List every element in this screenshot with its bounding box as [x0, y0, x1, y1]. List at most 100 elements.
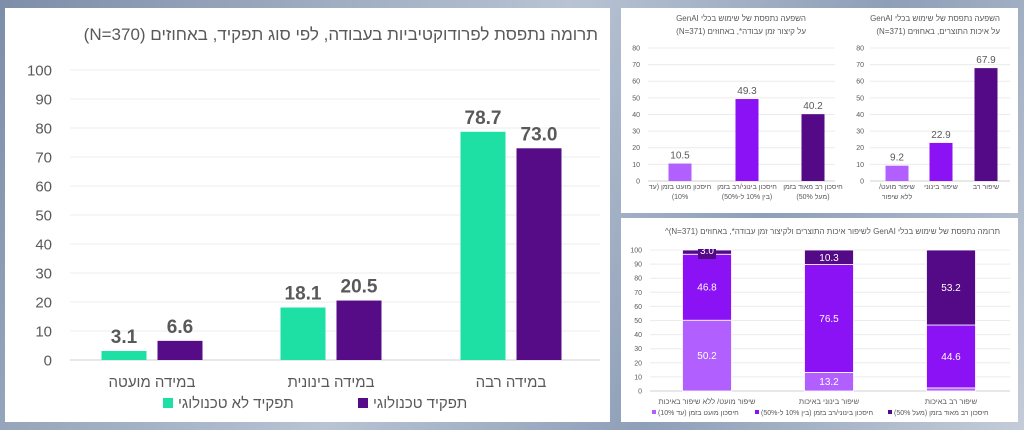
y-tick-label: 80 [632, 45, 640, 52]
bar-tech [516, 148, 562, 360]
y-tick-label: 80 [856, 45, 864, 52]
stacked-segment [804, 264, 854, 373]
y-tick-label: 0 [636, 178, 640, 185]
y-tick-label: 30 [856, 129, 864, 136]
y-tick-label: 50 [634, 318, 642, 325]
data-label: 10.3 [819, 253, 839, 264]
y-tick-label: 100 [630, 247, 642, 254]
bar [801, 114, 825, 181]
category-label: שיפור מועט/ ללא שיפור באיכות [658, 397, 756, 406]
bar-non-tech [460, 131, 506, 360]
y-tick-label: 50 [856, 95, 864, 102]
legend-label: חיסכון מועט בזמן (עד 10%) [658, 410, 739, 417]
legend-label: חיסכון רב מאוד בזמן (מעל 50%) [894, 409, 989, 417]
chart-title: השפעה נתפסת של שימוש בכלי GenAI [676, 14, 806, 23]
data-label: 76.5 [819, 314, 839, 325]
category-label: חיסכון מועט בזמן (עד [649, 184, 712, 191]
y-tick-label: 60 [856, 79, 864, 86]
category-label: במידה בינונית [287, 374, 374, 391]
y-tick-label: 0 [44, 352, 52, 369]
y-tick-label: 0 [638, 388, 642, 395]
stacked-segment [682, 319, 732, 392]
stacked-segment [926, 324, 976, 389]
y-tick-label: 50 [632, 95, 640, 102]
legend-swatch [358, 398, 368, 408]
y-tick-label: 60 [632, 79, 640, 86]
data-label: 9.2 [890, 153, 904, 164]
data-label: 10.5 [670, 151, 690, 162]
data-label: 22.9 [931, 130, 951, 141]
category-label: ללא שיפור [882, 193, 913, 201]
y-tick-label: 90 [35, 91, 52, 108]
data-label: 18.1 [285, 284, 322, 305]
y-tick-label: 70 [632, 62, 640, 69]
legend-swatch [163, 398, 173, 408]
y-tick-label: 40 [856, 112, 864, 119]
legend-swatch [652, 410, 656, 414]
chart-title: תרומה נתפסת לפרודוקטיביות בעבודה, לפי סו… [84, 25, 598, 44]
legend-label: תפקיד לא טכנולוגי [178, 395, 294, 412]
bar-non-tech [280, 307, 326, 360]
y-tick-label: 100 [27, 62, 52, 79]
data-label-box [698, 249, 716, 259]
stacked-segment [926, 249, 976, 326]
chart-quality-by-time-stacked: תרומה נתפסת של שימוש בכלי GenAI לשיפור א… [630, 227, 1010, 417]
y-tick-label: 20 [632, 145, 640, 152]
y-tick-label: 20 [856, 145, 864, 152]
category-label: שיפור בינוני באיכות [799, 397, 860, 406]
chart-title: על קיצור זמן עבודה*, באחוזים (N=371) [676, 27, 806, 36]
chart-quality: השפעה נתפסת של שימוש בכלי GenAI על איכות … [856, 14, 1010, 201]
data-label: 3.0 [700, 246, 714, 257]
category-label: (בין 10% ל-50%) [722, 193, 772, 201]
bar [668, 163, 692, 181]
y-tick-label: 60 [634, 304, 642, 311]
chart-title: תרומה נתפסת של שימוש בכלי GenAI לשיפור א… [665, 227, 1000, 236]
y-tick-label: 30 [634, 346, 642, 353]
y-tick-label: 90 [634, 262, 642, 269]
category-label: שיפור רב באיכות [925, 397, 978, 406]
data-label: 40.2 [803, 101, 823, 112]
bar-tech [157, 340, 203, 360]
bar [929, 142, 953, 181]
y-tick-label: 30 [632, 129, 640, 136]
bar-non-tech [101, 351, 147, 360]
y-tick-label: 70 [856, 62, 864, 69]
category-label: שיפור בינוני [924, 184, 958, 191]
legend-swatch [755, 410, 759, 414]
chart-title: על איכות התוצרים, באחוזים (N=371) [876, 27, 1000, 36]
y-tick-label: 40 [35, 236, 52, 253]
y-tick-label: 10 [634, 374, 642, 381]
y-tick-label: 40 [634, 332, 642, 339]
data-label: 78.7 [465, 108, 502, 129]
category-label: חיסכון בינוני/רב בזמן [717, 184, 777, 191]
y-tick-label: 30 [35, 265, 52, 282]
y-tick-label: 20 [634, 360, 642, 367]
chart-productivity-by-role: תרומה נתפסת לפרודוקטיביות בעבודה, לפי סו… [27, 25, 600, 412]
y-tick-label: 60 [35, 178, 52, 195]
bar [885, 165, 909, 181]
y-tick-label: 80 [35, 120, 52, 137]
data-label: 53.2 [941, 283, 961, 294]
legend-label: חיסכון בינוני/רב בזמן (בין 10% ל-50%) [761, 409, 873, 417]
y-tick-label: 40 [632, 112, 640, 119]
data-label: 49.3 [737, 86, 757, 97]
data-label: 67.9 [976, 55, 996, 66]
y-tick-label: 70 [35, 149, 52, 166]
data-label: 3.1 [111, 327, 138, 348]
y-tick-label: 80 [634, 276, 642, 283]
y-tick-label: 20 [35, 294, 52, 311]
stacked-segment [682, 253, 732, 321]
category-label: 10%) [672, 194, 688, 201]
category-label: חיסכון רב מאוד בזמן [783, 184, 843, 191]
category-label: במידה מועטה [109, 374, 196, 391]
category-label: במידה רבה [476, 374, 547, 391]
category-label: שיפור רב [973, 184, 999, 191]
data-label: 73.0 [521, 124, 558, 145]
bar-tech [336, 300, 382, 360]
y-tick-label: 10 [856, 162, 864, 169]
y-tick-label: 50 [35, 207, 52, 224]
y-tick-label: 70 [634, 290, 642, 297]
category-label: שיפור מועט/ [879, 184, 915, 191]
stacked-segment [926, 387, 976, 392]
